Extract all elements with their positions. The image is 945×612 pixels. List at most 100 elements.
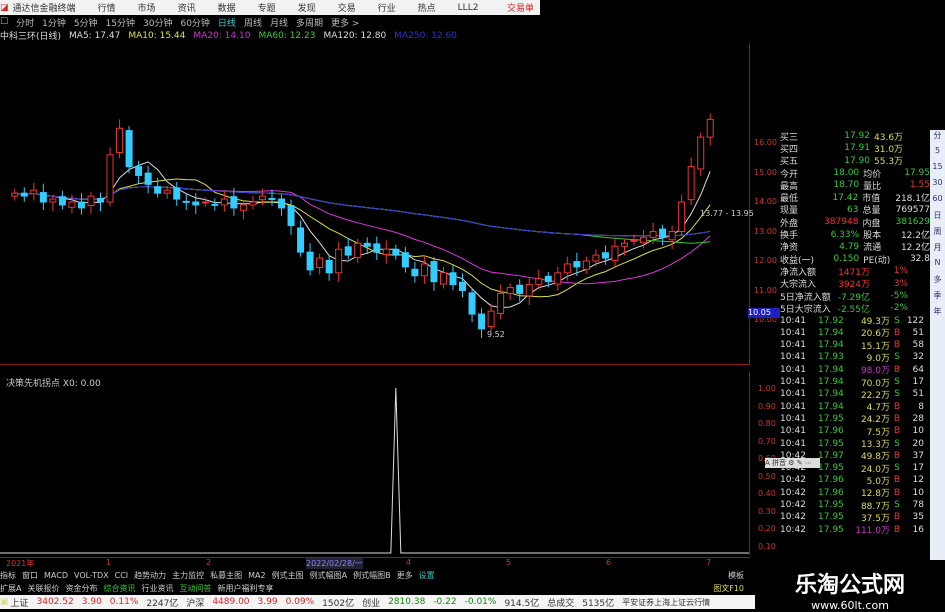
indicator-tab[interactable]: MA2 (248, 570, 266, 580)
stat-row-cell: 市值 (862, 194, 881, 205)
ma-value-5: MA250: 12.60 (394, 30, 458, 41)
signal-line (0, 387, 749, 554)
candle-body (325, 259, 333, 274)
info-tab[interactable]: 新用户福利专享 (217, 583, 274, 593)
tick-row-cell: S (894, 352, 900, 363)
input-method-bar[interactable]: A 拼音 ⚙ ✎ ⋯ (765, 458, 820, 468)
tick-row-cell: 32 (912, 352, 924, 363)
indicator-tab[interactable]: 私募主图 (210, 570, 243, 580)
menu-trade[interactable]: 交易 (337, 4, 356, 14)
price-axis: 16.00 15.00 14.00 13.00 12.00 11.00 10.00 (752, 43, 780, 365)
indicator-tab[interactable]: 例式主图 (271, 570, 304, 580)
menu-news[interactable]: 资讯 (177, 4, 196, 14)
menu-data[interactable]: 数据 (217, 4, 236, 14)
period-tab-1[interactable]: 分时 (16, 18, 35, 29)
cy-label[interactable]: 创业 (362, 598, 381, 609)
tick-row-cell: B (893, 475, 901, 486)
candle-body (287, 205, 295, 227)
date-label: 1 (106, 558, 112, 567)
toolstrip-item[interactable]: 年 (933, 307, 942, 316)
indicator-tab[interactable]: MACD (44, 570, 68, 580)
toolstrip-item[interactable]: 季 (933, 291, 942, 300)
toolstrip-item[interactable]: 30 (932, 178, 943, 187)
indicator-tab[interactable]: 窗口 (22, 570, 38, 580)
toolstrip-item[interactable]: 15 (932, 162, 943, 171)
tick-row-cell: 10:42 (780, 512, 806, 523)
news-ticker[interactable]: 平安证券上海上证云行情 (622, 597, 711, 607)
menu-industry[interactable]: 行业 (377, 4, 396, 14)
period-tab-10[interactable]: 多周期 (295, 18, 323, 29)
f10-button[interactable]: 图文F10 (713, 583, 744, 593)
indicator-tab[interactable]: 设置 (418, 570, 435, 580)
menu-market[interactable]: 行情 (97, 4, 116, 14)
toolstrip-item[interactable]: 5 (934, 146, 941, 155)
period-tab-8[interactable]: 周线 (243, 18, 262, 29)
tick-row-cell: 37 (912, 450, 924, 461)
candle-body (278, 198, 286, 209)
range-annotation: 13.77 - 13.95 (700, 209, 754, 218)
indicator-tab[interactable]: 指标 (0, 570, 16, 580)
candle-body (640, 236, 648, 244)
tick-row-cell: 17.94 (818, 377, 844, 388)
total-value: 5135亿 (582, 598, 615, 609)
indicator-tab[interactable]: 主力监控 (172, 570, 205, 580)
kline-chart[interactable] (0, 43, 750, 365)
info-tab[interactable]: 综合资讯 (103, 583, 136, 593)
indicator-chart[interactable] (0, 372, 750, 555)
period-tab-4[interactable]: 15分钟 (105, 18, 136, 29)
menu-l2[interactable]: LLL2 (457, 2, 479, 13)
toolstrip-item[interactable]: 周 (933, 227, 942, 236)
stat-row-cell: 4.79 (839, 241, 860, 252)
toolstrip-item[interactable]: 月 (933, 243, 942, 252)
indicator-tab[interactable]: VOL-TDX (73, 570, 109, 580)
info-tab[interactable]: 关联报价 (27, 583, 60, 593)
toolstrip-item[interactable]: 分 (933, 131, 942, 140)
indicator-tab[interactable]: 例式幅图B (353, 570, 391, 580)
info-tab[interactable]: 扩展A (0, 583, 22, 593)
menu-hot[interactable]: 热点 (417, 4, 436, 14)
toolstrip-item[interactable]: N (934, 258, 941, 267)
flow-row-cell: 1% (893, 266, 908, 277)
period-tab-0[interactable]: ☐ (0, 17, 9, 27)
indicator-tab[interactable]: CCI (114, 570, 129, 580)
sh-label[interactable]: 上证 (10, 598, 29, 609)
menu-topic[interactable]: 专题 (257, 4, 276, 14)
indicator-tab[interactable]: 趋势动力 (134, 570, 167, 580)
indicator-axis: 1.000.900.800.700.600.500.400.300.200.10 (752, 372, 780, 555)
tick-row-cell: 12.8万 (860, 489, 890, 500)
toolstrip-item[interactable]: 日 (933, 211, 942, 220)
tick-row-cell: 17.94 (818, 340, 844, 351)
info-tab[interactable]: 资金分布 (65, 583, 98, 593)
ma-value-4: MA120: 12.80 (323, 30, 387, 41)
sz-label[interactable]: 沪深 (186, 598, 205, 609)
period-tab-2[interactable]: 1分钟 (42, 18, 66, 29)
tick-row: 10:41 17.93 9.0万 S 32 (780, 351, 930, 364)
candle-body (306, 251, 314, 271)
template-button[interactable]: 模板 (728, 570, 744, 580)
stat-row-cell: 6.33% (830, 229, 860, 240)
tick-row-cell: B (893, 401, 901, 412)
menu-exchange[interactable]: 市场 (137, 4, 156, 14)
ma60-line (14, 186, 711, 244)
candle-body (649, 231, 657, 238)
toolstrip-item[interactable]: 多 (933, 275, 942, 284)
indicator-tab[interactable]: 例式幅图A (309, 570, 348, 580)
ma10-line (14, 178, 711, 298)
period-tab-7[interactable]: 日线 (217, 18, 236, 29)
app-logo-icon: ◪ (0, 2, 9, 13)
menu-discover[interactable]: 发现 (297, 4, 316, 14)
period-tab-9[interactable]: 月线 (269, 18, 288, 29)
candle-body (116, 127, 124, 153)
info-tab[interactable]: 互动问答 (179, 583, 212, 593)
tick-row-cell: S (894, 315, 900, 326)
stat-row: 最低 17.42 市值 218.1亿 (780, 191, 930, 205)
tick-row-cell: B (893, 524, 901, 535)
trade-order-button[interactable]: 交易单 (506, 4, 534, 14)
period-tab-5[interactable]: 30分钟 (143, 18, 173, 29)
indicator-tab[interactable]: 更多 (396, 570, 413, 580)
period-tab-11[interactable]: 更多 > (330, 18, 360, 29)
period-tab-6[interactable]: 60分钟 (180, 18, 210, 29)
period-tab-3[interactable]: 5分钟 (73, 18, 98, 29)
toolstrip-item[interactable]: 60 (932, 194, 943, 203)
info-tab[interactable]: 行业资讯 (141, 583, 174, 593)
